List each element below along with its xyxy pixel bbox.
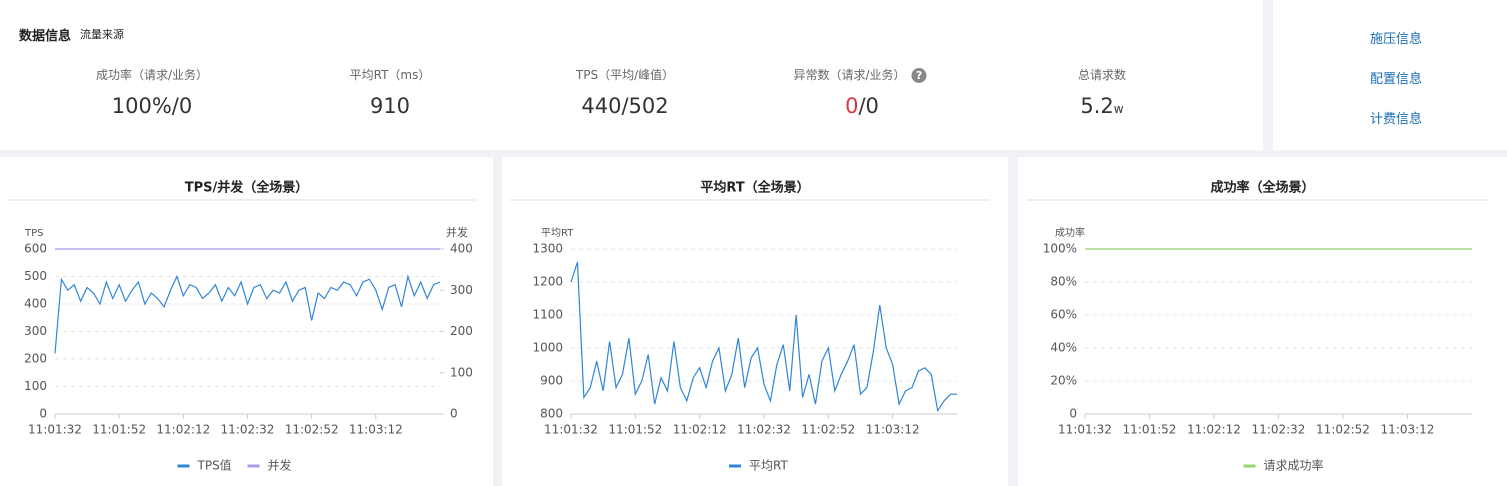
x-tick-label: 11:02:32 — [221, 423, 275, 437]
help-icon[interactable]: ? — [911, 68, 927, 83]
x-tick-label: 11:01:32 — [1058, 423, 1112, 437]
chart-title: TPS/并发（全场景） — [185, 180, 309, 196]
x-tick-label: 11:01:52 — [1123, 423, 1177, 437]
x-tick-label: 11:02:52 — [801, 423, 855, 437]
x-tick-label: 11:01:32 — [28, 423, 82, 437]
chart-card — [0, 157, 493, 486]
x-tick-label: 11:03:12 — [1381, 423, 1435, 437]
y2-tick-label: 0 — [450, 407, 458, 421]
x-tick-label: 11:02:12 — [1187, 423, 1241, 437]
stat-label: 平均RT（ms） — [349, 68, 431, 82]
chart-title: 成功率（全场景） — [1210, 180, 1314, 196]
link[interactable]: 计费信息 — [1369, 112, 1423, 127]
x-tick-label: 11:02:52 — [285, 423, 339, 437]
x-tick-label: 11:01:52 — [608, 423, 662, 437]
stat-value-wrap: 5.2w — [1080, 94, 1123, 118]
y-tick-label: 1100 — [532, 308, 563, 322]
summary-card: 数据信息 流量来源 成功率（请求/业务） 100%/0 平均RT（ms） 910… — [0, 0, 1263, 150]
x-tick-label: 11:02:32 — [1252, 423, 1306, 437]
legend-label: 请求成功率 — [1264, 458, 1324, 473]
summary-subtitle: 流量来源 — [80, 28, 124, 41]
summary-title: 数据信息 — [19, 29, 72, 44]
y2-axis-title: 并发 — [446, 225, 468, 239]
y2-tick-label: 300 — [450, 283, 473, 297]
legend-label: 并发 — [268, 458, 292, 473]
stat-label-wrap: 异常数（请求/业务）? — [793, 66, 927, 83]
y-tick-label: 300 — [24, 324, 47, 338]
stat-value: /0 — [858, 94, 879, 118]
y-tick-label: 500 — [24, 269, 47, 283]
link[interactable]: 配置信息 — [1369, 72, 1423, 87]
x-tick-label: 11:01:52 — [92, 423, 146, 437]
stat-value-wrap: 0/0 — [845, 94, 879, 118]
x-tick-label: 11:02:12 — [156, 423, 210, 437]
y-tick-label: 20% — [1050, 374, 1077, 388]
legend-label: TPS值 — [197, 458, 232, 473]
y-tick-label: 0 — [39, 407, 47, 421]
y-tick-label: 1300 — [532, 242, 563, 256]
stat-label: 总请求数 — [1077, 68, 1127, 82]
legend-label: 平均RT — [749, 459, 788, 473]
y-tick-label: 80% — [1050, 275, 1077, 289]
chart-card — [502, 157, 1008, 486]
y-tick-label: 100 — [24, 379, 47, 393]
x-tick-label: 11:02:32 — [737, 423, 791, 437]
y-axis-title: TPS — [24, 228, 44, 239]
y-tick-label: 100% — [1043, 242, 1077, 256]
x-tick-label: 11:03:12 — [349, 423, 403, 437]
stat-value-error: 0 — [845, 94, 859, 118]
y-tick-label: 200 — [24, 352, 47, 366]
y-tick-label: 1200 — [532, 275, 563, 289]
stat-unit: w — [1113, 102, 1124, 116]
y-tick-label: 800 — [540, 407, 563, 421]
stat-value: 5.2 — [1080, 94, 1114, 118]
y2-tick-label: 100 — [450, 365, 473, 379]
y-tick-label: 40% — [1050, 341, 1077, 355]
stat-value: 440/502 — [581, 94, 669, 118]
series-line — [570, 262, 957, 413]
stat-value: 100%/0 — [111, 94, 193, 118]
x-tick-label: 11:01:32 — [544, 423, 598, 437]
y-tick-label: 1000 — [532, 341, 563, 355]
stat-label: TPS（平均/峰值） — [575, 68, 675, 82]
chart-title: 平均RT（全场景） — [700, 180, 809, 196]
x-tick-label: 11:02:52 — [1316, 423, 1370, 437]
x-tick-label: 11:03:12 — [866, 423, 920, 437]
y2-tick-label: 200 — [450, 324, 473, 338]
chart-card — [1018, 157, 1507, 486]
charts: TPS/并发（全场景） TPS 0 100 200 300 400 500 600 并发 0 100 2… — [0, 157, 1507, 486]
y-tick-label: 600 — [24, 242, 47, 256]
x-tick-label: 11:02:12 — [673, 423, 727, 437]
y-tick-label: 900 — [540, 374, 563, 388]
stat-value: 910 — [369, 94, 411, 118]
y-tick-label: 400 — [24, 297, 47, 311]
link[interactable]: 施压信息 — [1369, 32, 1423, 47]
y-tick-label: 60% — [1050, 308, 1077, 322]
series-line — [54, 274, 441, 354]
stat-label: 成功率（请求/业务） — [95, 68, 209, 82]
y2-tick-label: 400 — [450, 242, 473, 256]
y-axis-title: 平均RT — [541, 227, 574, 239]
links-card: 施压信息 配置信息 计费信息 — [1273, 0, 1507, 150]
y-axis-title: 成功率 — [1055, 226, 1085, 239]
stat-label: 异常数（请求/业务） — [793, 68, 906, 82]
y-tick-label: 0 — [1069, 407, 1077, 421]
